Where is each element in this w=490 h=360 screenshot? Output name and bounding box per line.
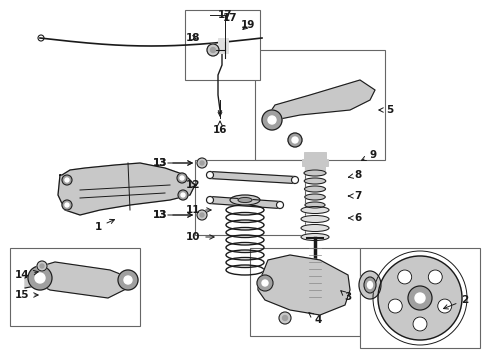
Text: 13: 13 <box>153 158 192 168</box>
Circle shape <box>62 200 72 210</box>
Text: 17: 17 <box>222 13 237 23</box>
Circle shape <box>65 203 69 207</box>
Ellipse shape <box>230 195 260 205</box>
Circle shape <box>200 213 204 217</box>
Circle shape <box>413 317 427 331</box>
Bar <box>255 50 385 160</box>
Text: 11: 11 <box>186 205 211 215</box>
Bar <box>218 38 228 53</box>
Circle shape <box>177 173 187 183</box>
Text: 19: 19 <box>241 20 255 30</box>
Circle shape <box>293 178 297 182</box>
Text: 17: 17 <box>218 10 232 20</box>
Polygon shape <box>258 255 350 315</box>
Bar <box>304 152 326 159</box>
Text: 5: 5 <box>379 105 393 115</box>
Circle shape <box>118 270 138 290</box>
Circle shape <box>428 270 442 284</box>
Polygon shape <box>58 163 195 215</box>
Ellipse shape <box>359 271 381 299</box>
Circle shape <box>276 202 284 208</box>
Circle shape <box>28 266 52 290</box>
Ellipse shape <box>301 225 329 231</box>
Text: 4: 4 <box>309 312 322 325</box>
Text: 13: 13 <box>153 210 192 220</box>
Ellipse shape <box>301 207 329 213</box>
Circle shape <box>62 175 72 185</box>
Circle shape <box>206 171 214 179</box>
Circle shape <box>415 293 425 303</box>
Text: 13: 13 <box>153 210 167 220</box>
Circle shape <box>438 299 452 313</box>
Circle shape <box>200 161 204 165</box>
Circle shape <box>262 110 282 130</box>
Text: 7: 7 <box>348 191 362 201</box>
Circle shape <box>208 198 212 202</box>
Bar <box>195 160 305 235</box>
Circle shape <box>279 312 291 324</box>
Text: 12: 12 <box>186 180 200 190</box>
Circle shape <box>292 137 298 143</box>
Circle shape <box>211 48 216 53</box>
Polygon shape <box>25 262 130 298</box>
Text: 3: 3 <box>341 291 352 302</box>
Ellipse shape <box>305 202 325 208</box>
Circle shape <box>207 44 219 56</box>
Circle shape <box>208 173 212 177</box>
Ellipse shape <box>301 234 329 240</box>
Circle shape <box>398 270 412 284</box>
Bar <box>305 166 325 172</box>
Circle shape <box>206 197 214 203</box>
Circle shape <box>408 286 432 310</box>
Circle shape <box>278 203 282 207</box>
Text: 10: 10 <box>186 232 214 242</box>
Circle shape <box>124 276 132 284</box>
Bar <box>250 248 360 336</box>
Circle shape <box>262 280 268 286</box>
Text: 2: 2 <box>443 295 468 309</box>
Circle shape <box>197 158 207 168</box>
Text: 9: 9 <box>362 150 376 161</box>
Ellipse shape <box>238 198 252 202</box>
Ellipse shape <box>368 282 372 288</box>
Ellipse shape <box>304 186 325 192</box>
Circle shape <box>181 193 185 197</box>
Circle shape <box>292 176 298 184</box>
Text: 16: 16 <box>213 121 227 135</box>
Circle shape <box>40 264 44 268</box>
Circle shape <box>180 176 184 180</box>
Ellipse shape <box>304 178 326 184</box>
Ellipse shape <box>304 170 326 176</box>
Circle shape <box>378 256 462 340</box>
Circle shape <box>197 210 207 220</box>
Bar <box>10 248 140 326</box>
Circle shape <box>288 133 302 147</box>
Circle shape <box>178 190 188 200</box>
Circle shape <box>283 315 288 320</box>
Bar <box>185 10 260 80</box>
Text: 15: 15 <box>15 290 38 300</box>
Text: 6: 6 <box>348 213 362 223</box>
Polygon shape <box>210 171 295 184</box>
Circle shape <box>257 275 273 291</box>
Bar <box>302 159 328 166</box>
Polygon shape <box>210 197 280 208</box>
Circle shape <box>268 116 276 124</box>
Circle shape <box>65 178 69 182</box>
Text: 18: 18 <box>186 33 200 43</box>
Text: 13: 13 <box>153 158 167 168</box>
Ellipse shape <box>301 216 329 222</box>
Text: 1: 1 <box>95 219 115 232</box>
Text: 14: 14 <box>15 270 38 280</box>
Bar <box>360 248 480 348</box>
Ellipse shape <box>305 194 325 200</box>
Text: 8: 8 <box>348 170 362 180</box>
Polygon shape <box>265 80 375 125</box>
Circle shape <box>35 273 45 283</box>
Circle shape <box>37 261 47 271</box>
Circle shape <box>388 299 402 313</box>
Ellipse shape <box>364 277 376 293</box>
